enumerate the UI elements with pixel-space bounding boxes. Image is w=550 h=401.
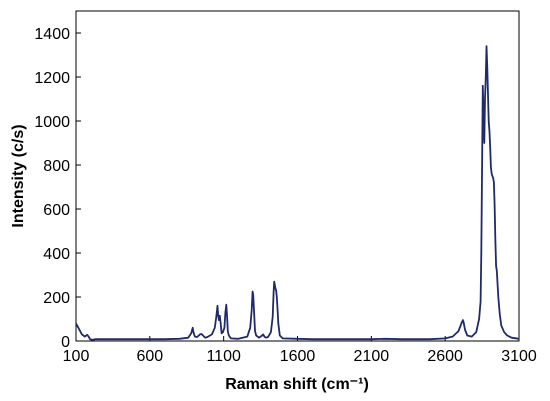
y-tick-label: 600 xyxy=(43,202,70,219)
x-tick-label: 100 xyxy=(63,348,90,365)
y-tick-label: 1000 xyxy=(34,114,70,131)
x-tick-label: 1100 xyxy=(206,348,241,365)
y-tick-label: 0 xyxy=(61,334,70,351)
y-tick-label: 400 xyxy=(43,246,70,263)
y-axis-title: Intensity (c/s) xyxy=(10,124,27,227)
x-tick-label: 1600 xyxy=(280,348,316,365)
x-axis-ticks: 100 600 1100 1600 2100 2600 3100 xyxy=(63,336,537,365)
y-tick-label: 1400 xyxy=(34,26,70,43)
x-tick-label: 2600 xyxy=(427,348,463,365)
y-tick-label: 1200 xyxy=(34,70,70,87)
y-tick-label: 800 xyxy=(43,158,70,175)
x-tick-label: 2100 xyxy=(354,348,390,365)
plot-frame xyxy=(75,10,520,342)
y-axis-ticks: 0 200 400 600 800 1000 1200 1400 xyxy=(34,26,81,351)
x-tick-label: 600 xyxy=(136,348,163,365)
spectrum-line xyxy=(75,45,520,341)
y-tick-label: 200 xyxy=(43,290,70,307)
x-tick-label: 3100 xyxy=(501,348,537,365)
x-axis-title: Raman shift (cm⁻¹) xyxy=(225,376,369,393)
